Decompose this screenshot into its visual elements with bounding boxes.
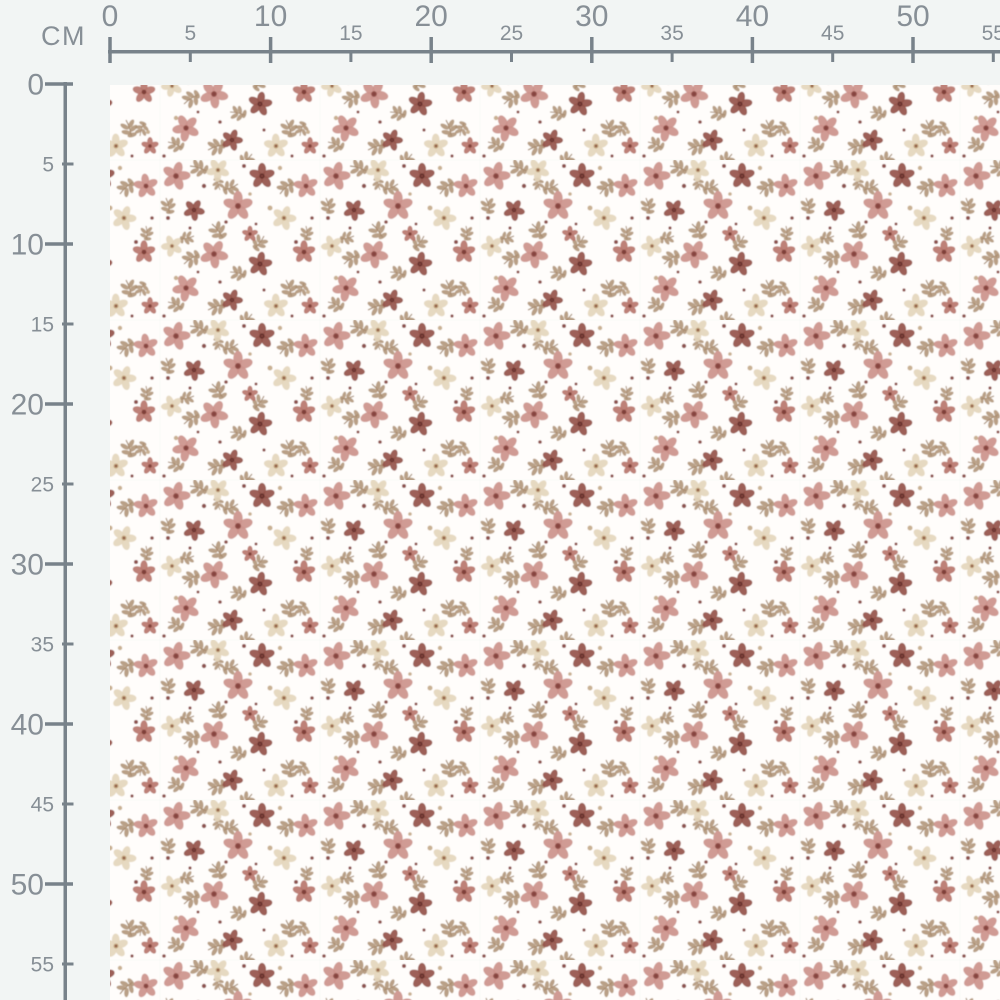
- left-tick-25: [62, 482, 74, 486]
- top-tick-25: [510, 50, 513, 62]
- top-tick-label-50: 50: [896, 0, 929, 33]
- left-tick-label-55: 55: [31, 954, 54, 977]
- top-tick-30: [590, 37, 594, 63]
- top-tick-label-45: 45: [821, 22, 844, 45]
- left-tick-45: [62, 802, 74, 806]
- top-tick-label-15: 15: [339, 22, 362, 45]
- left-tick-label-40: 40: [11, 709, 44, 742]
- left-tick-30: [45, 562, 73, 566]
- left-tick-label-25: 25: [31, 474, 54, 497]
- top-tick-20: [429, 37, 433, 63]
- left-tick-label-50: 50: [11, 869, 44, 902]
- left-tick-label-20: 20: [11, 389, 44, 422]
- left-tick-40: [45, 722, 73, 726]
- left-tick-label-10: 10: [11, 229, 44, 262]
- left-tick-20: [45, 402, 73, 406]
- left-tick-15: [62, 322, 74, 326]
- left-ruler-line: [63, 82, 67, 1000]
- left-tick-0: [45, 82, 73, 86]
- top-tick-label-35: 35: [660, 22, 683, 45]
- left-tick-label-5: 5: [42, 154, 54, 177]
- left-tick-50: [45, 882, 73, 886]
- left-ruler: 0 5 10 15 20 25 30 35 40 45 50 55: [11, 69, 74, 1000]
- top-tick-45: [831, 50, 835, 62]
- top-tick-label-20: 20: [415, 0, 448, 33]
- left-tick-35: [62, 642, 74, 646]
- top-tick-label-25: 25: [500, 22, 523, 45]
- left-tick-label-0: 0: [27, 69, 44, 102]
- top-tick-label-55: 55: [982, 22, 1000, 45]
- ruler-unit-label: CM: [41, 21, 86, 51]
- top-tick-label-10: 10: [254, 0, 287, 33]
- left-tick-label-45: 45: [31, 794, 54, 817]
- top-tick-35: [670, 50, 674, 62]
- left-tick-55: [62, 962, 74, 966]
- left-tick-label-15: 15: [31, 314, 54, 337]
- top-tick-15: [349, 50, 353, 62]
- left-tick-5: [62, 162, 74, 166]
- top-ruler-line: [108, 50, 1000, 54]
- left-tick-10: [45, 242, 73, 246]
- top-tick-10: [268, 37, 273, 63]
- top-tick-0: [108, 37, 112, 63]
- top-tick-50: [911, 37, 915, 63]
- fabric-swatch: [110, 85, 1000, 1000]
- top-tick-label-30: 30: [575, 0, 608, 33]
- top-tick-5: [188, 50, 192, 62]
- top-tick-55: [991, 50, 995, 62]
- top-ruler: 0 5 10 15 20 25 30 35 40 45 50 55: [102, 0, 1000, 63]
- top-tick-40: [750, 37, 755, 63]
- top-tick-label-40: 40: [736, 0, 769, 33]
- left-tick-label-35: 35: [31, 634, 54, 657]
- top-tick-label-0: 0: [102, 0, 119, 33]
- top-tick-label-5: 5: [184, 22, 196, 45]
- left-tick-label-30: 30: [11, 549, 44, 582]
